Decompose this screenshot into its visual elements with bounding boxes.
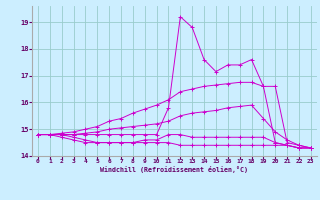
X-axis label: Windchill (Refroidissement éolien,°C): Windchill (Refroidissement éolien,°C) — [100, 166, 248, 173]
